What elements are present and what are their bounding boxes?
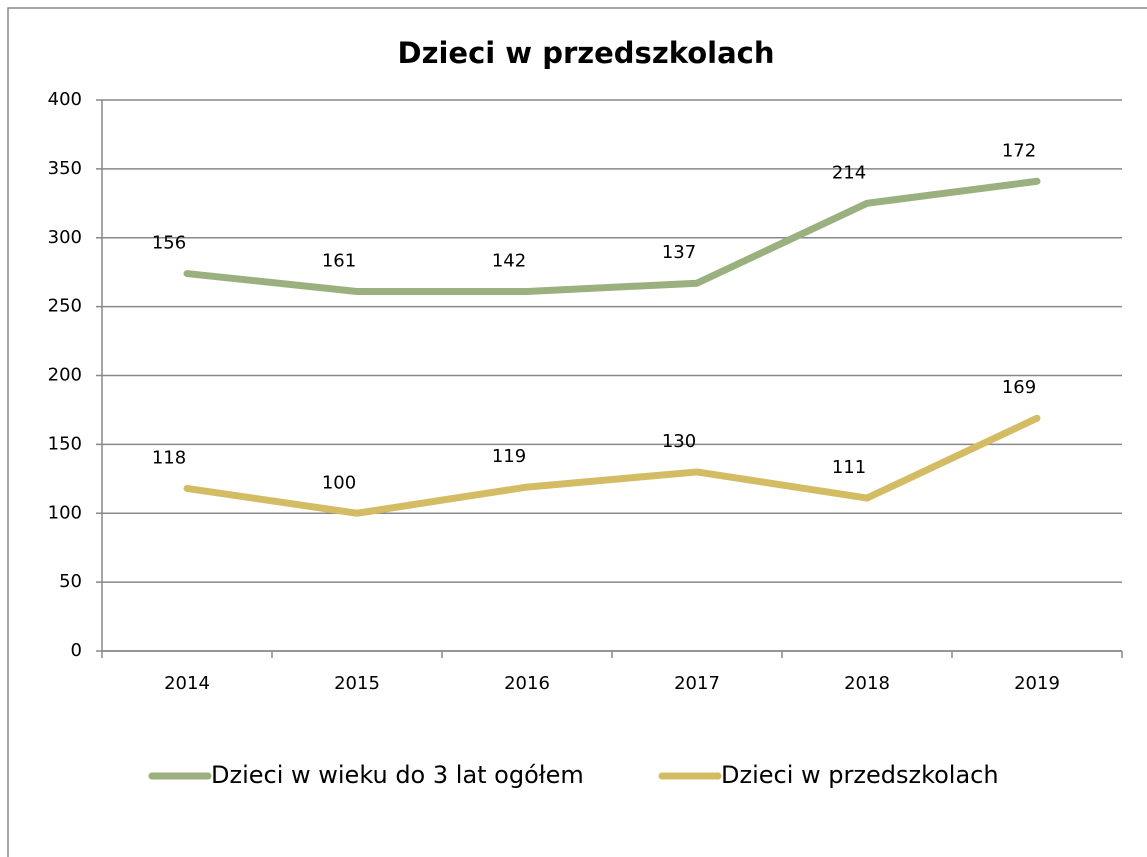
data-label: 161 (322, 250, 356, 271)
x-tick-label: 2016 (504, 673, 550, 694)
data-label: 119 (492, 446, 526, 467)
x-tick-label: 2015 (334, 673, 380, 694)
y-tick-label: 150 (48, 433, 82, 454)
data-label: 142 (492, 250, 526, 271)
legend-label: Dzieci w wieku do 3 lat ogółem (211, 761, 584, 789)
y-tick-label: 0 (71, 640, 82, 661)
series-line (183, 177, 1041, 295)
y-tick-label: 100 (48, 502, 82, 523)
data-label: 100 (322, 472, 356, 493)
x-tick-label: 2019 (1014, 673, 1060, 694)
chart-title: Dzieci w przedszkolach (398, 36, 775, 70)
y-tick-label: 350 (48, 158, 82, 179)
chart-border (7, 7, 1147, 857)
y-tick-label: 250 (48, 296, 82, 317)
y-tick-label: 300 (48, 227, 82, 248)
data-label: 172 (1002, 140, 1036, 161)
x-tick-label: 2017 (674, 673, 720, 694)
data-label: 214 (832, 162, 866, 183)
data-label: 130 (662, 431, 696, 452)
y-tick-label: 200 (48, 365, 82, 386)
x-tick-label: 2014 (164, 673, 210, 694)
data-label: 118 (152, 447, 186, 468)
y-tick-label: 50 (59, 571, 82, 592)
legend-label: Dzieci w przedszkolach (721, 761, 999, 789)
data-label: 156 (152, 233, 186, 254)
data-label: 169 (1002, 377, 1036, 398)
data-label: 137 (662, 242, 696, 263)
series-line (183, 414, 1041, 517)
y-tick-label: 400 (48, 89, 82, 110)
data-label: 111 (832, 457, 866, 478)
x-tick-label: 2018 (844, 673, 890, 694)
